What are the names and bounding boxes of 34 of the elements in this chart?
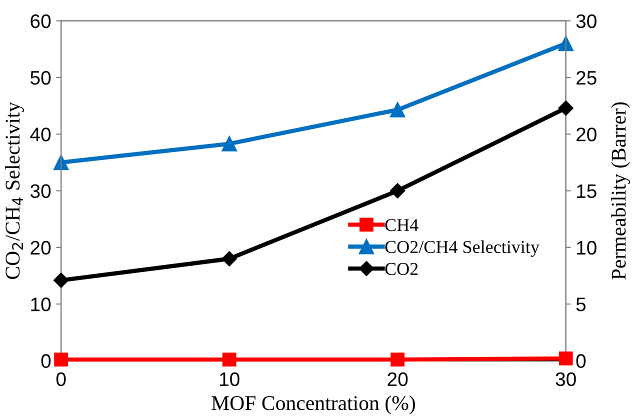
point [222,136,237,152]
y-axis-title: CO$_{2}$/CH$_{4}$ Selectivity [5,102,24,279]
y-tick-label: 30 [30,184,51,198]
legend-label: CO2 [385,262,418,276]
point [390,183,406,198]
y2-tick-label: 25 [576,70,596,85]
point [222,352,236,367]
legend-label: CO2/CH4 Selectivity [385,240,540,257]
x-tick-label: 10 [220,372,240,386]
point [54,272,69,288]
y-tick-label: 0 [41,354,51,368]
y2-tick-label: 30 [576,14,596,28]
y-tick-label: 10 [31,298,51,312]
y2-tick-label: 0 [576,354,586,368]
point [390,352,405,367]
y2-tick-label: 10 [577,240,596,255]
x-tick-label: 30 [556,372,576,386]
x-tick-label: 0 [56,372,66,386]
y-tick-label: 40 [30,128,51,142]
point [54,352,68,367]
point [390,102,406,118]
x-tick-label: 20 [388,372,408,386]
x-axis-title: MOF Concentration (%) [212,396,415,414]
point [222,251,237,266]
y2-tick-label: 5 [576,298,586,312]
y2-axis-title: Permeability (Barrer) [611,102,630,280]
point [558,351,573,366]
y2-tick-label: 20 [576,128,596,142]
y-tick-label: 20 [30,240,51,255]
y-tick-label: 50 [30,70,51,85]
legend-label: CH4 [385,219,418,232]
point [558,100,574,116]
y-tick-label: 60 [30,14,51,28]
y2-tick-label: 15 [577,184,596,198]
